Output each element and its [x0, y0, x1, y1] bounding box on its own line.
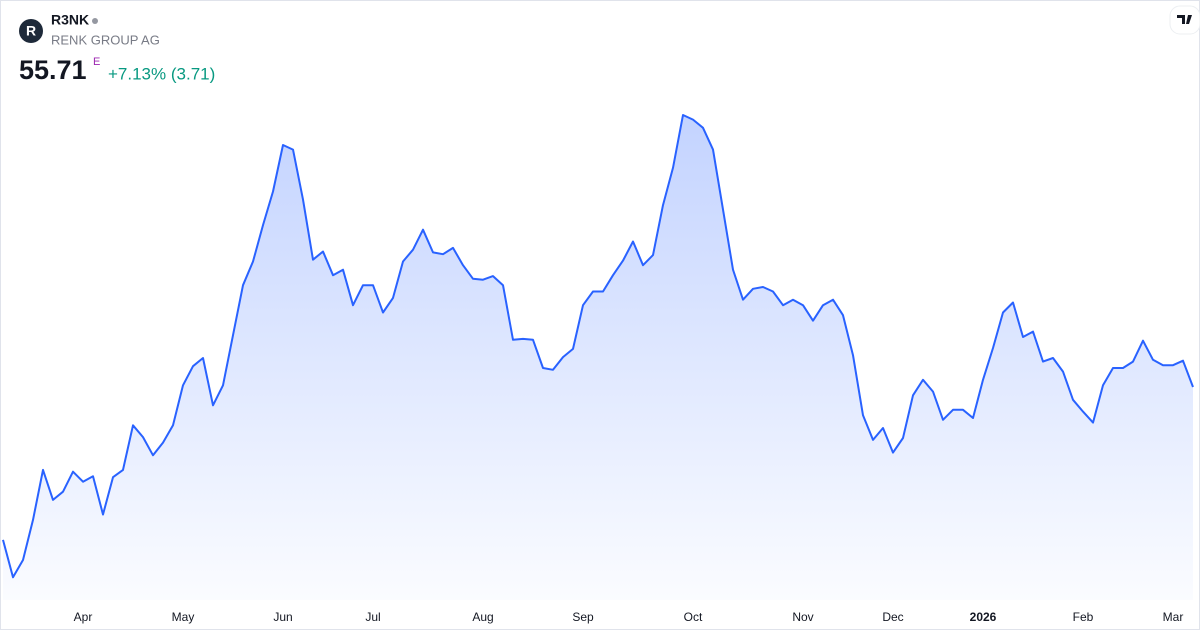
area-fill [3, 115, 1193, 600]
x-tick-label: Mar [1163, 610, 1184, 624]
x-tick-label: Dec [882, 610, 903, 624]
tv-logo [1169, 5, 1200, 35]
x-tick-label: Feb [1073, 610, 1094, 624]
logo [19, 19, 43, 43]
x-tick-label: Oct [684, 610, 703, 624]
x-tick-label: Nov [792, 610, 813, 624]
x-tick-label: Jul [365, 610, 380, 624]
price-line [2, 114, 1194, 579]
plot [2, 114, 1194, 600]
symbol: R3NK [51, 12, 89, 28]
x-tick-label: Jun [273, 610, 292, 624]
logo-text: R [26, 23, 36, 39]
x-tick-label: Aug [472, 610, 493, 624]
company-name: RENK GROUP AG [51, 32, 160, 47]
x-tick-label: Sep [572, 610, 594, 624]
x-tick-label: 2026 [970, 610, 997, 624]
x-tick-label: May [172, 610, 195, 624]
status-dot [92, 18, 98, 24]
price-flag: E [93, 56, 100, 68]
price-change: +7.13% (3.71) [108, 64, 215, 83]
price: 55.71 [19, 55, 87, 85]
x-tick-label: Apr [74, 610, 93, 624]
